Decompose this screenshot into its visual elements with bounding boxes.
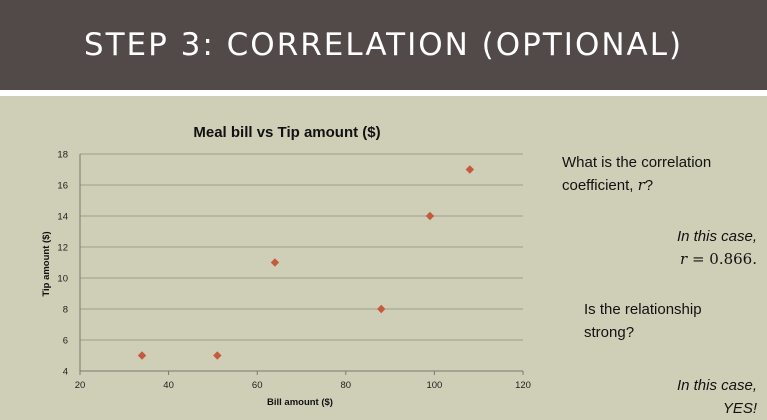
question-strength: Is the relationship strong? [584,298,702,344]
chart-title: Meal bill vs Tip amount ($) [193,124,380,141]
r-variable: r [637,176,645,194]
r-variable: r [680,250,688,268]
y-tick-label: 14 [57,212,68,223]
x-axis-label: Bill amount ($) [267,397,333,408]
content-area [0,96,767,420]
question2-line-2: strong? [584,324,635,341]
answer-equation: r = 0.866. [677,248,757,271]
data-point [137,351,147,360]
answer-strength: In this case, YES! [677,374,757,420]
y-tick-label: 18 [57,150,68,161]
question-prefix: coefficient, [562,177,638,194]
data-point [377,304,386,314]
x-tick-label: 40 [163,380,174,391]
answer2-line-1: In this case, [676,377,757,394]
question-suffix: ? [644,177,654,194]
data-points [137,165,475,360]
question2-line-1: Is the relationship [584,301,702,318]
answer2-line-2: YES! [722,400,757,417]
x-tick-label: 120 [515,380,531,391]
x-tick-label: 80 [341,380,352,391]
question-correlation: What is the correlation coefficient, r? [562,151,711,197]
scatter-chart: Meal bill vs Tip amount ($) 4 6 8 10 12 14 16 1… [41,124,531,408]
y-tick-label: 16 [57,181,68,192]
question-line-2: coefficient, r? [562,174,711,197]
y-tick-label: 12 [57,243,68,254]
x-tick-label: 60 [252,380,263,391]
y-axis-label: Tip amount ($) [41,231,52,296]
axes [79,154,524,375]
y-tick-label: 10 [57,274,68,285]
data-point [213,351,222,360]
x-tick-label: 20 [75,380,86,391]
y-tick-label: 6 [63,336,68,347]
title-bar: STEP 3: CORRELATION (OPTIONAL) [0,0,767,90]
question-line-1: What is the correlation [562,154,712,171]
answer-line-1: In this case, [676,228,757,245]
data-point [465,165,475,174]
slide-title: STEP 3: CORRELATION (OPTIONAL) [83,27,684,63]
grid-lines [80,153,523,341]
x-tick-label: 100 [426,380,442,391]
r-value: = 0.866. [687,250,757,268]
divider [0,90,767,96]
data-point [270,258,280,267]
answer-correlation: In this case, r = 0.866. [677,225,757,271]
y-tick-labels: 4 6 8 10 12 14 16 18 [57,150,68,378]
y-tick-label: 8 [63,305,68,316]
y-tick-label: 4 [63,367,68,378]
data-point [425,211,435,221]
x-tick-labels: 20 40 60 80 100 120 [75,380,531,391]
